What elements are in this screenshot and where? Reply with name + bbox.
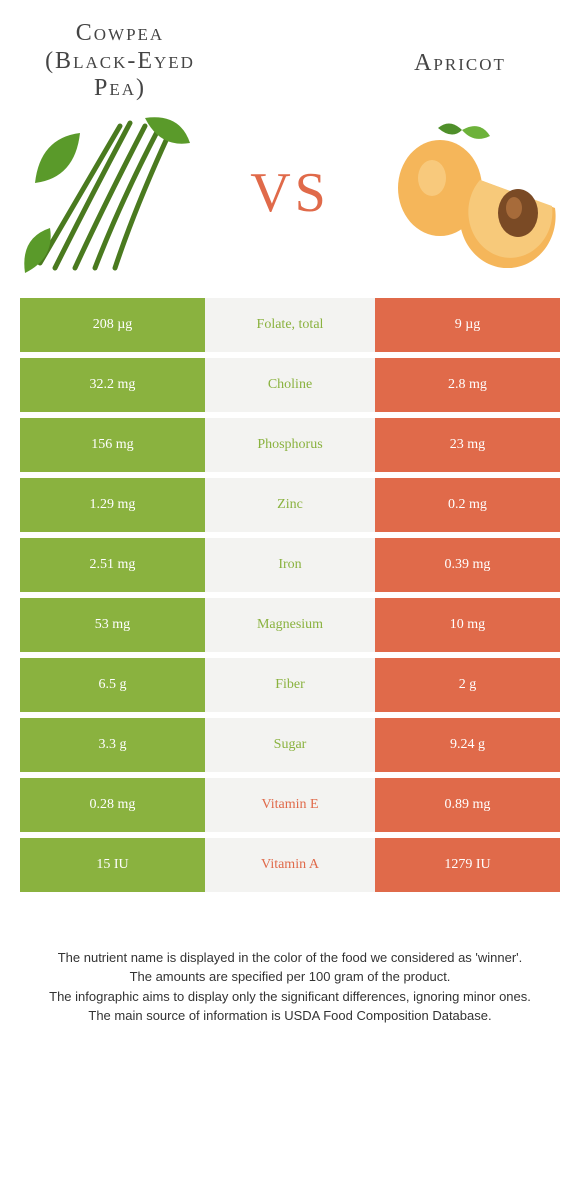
left-food-title: Cowpea (Black-Eyed Pea) [30, 20, 210, 103]
nutrient-name-cell: Iron [205, 538, 375, 592]
nutrient-name-cell: Zinc [205, 478, 375, 532]
nutrient-row: 32.2 mgCholine2.8 mg [20, 358, 560, 412]
right-value-cell: 0.39 mg [375, 538, 560, 592]
left-value-cell: 53 mg [20, 598, 205, 652]
nutrient-name-cell: Folate, total [205, 298, 375, 352]
left-title-line3: Pea) [94, 75, 146, 101]
apricot-icon [380, 118, 560, 268]
left-value-cell: 15 IU [20, 838, 205, 892]
right-value-cell: 0.89 mg [375, 778, 560, 832]
nutrient-name-cell: Choline [205, 358, 375, 412]
right-value-cell: 10 mg [375, 598, 560, 652]
infographic-root: Cowpea (Black-Eyed Pea) Apricot [0, 0, 580, 1066]
apricot-image [380, 108, 560, 278]
footnote-line-3: The infographic aims to display only the… [30, 987, 550, 1007]
left-value-cell: 208 µg [20, 298, 205, 352]
nutrient-row: 0.28 mgVitamin E0.89 mg [20, 778, 560, 832]
nutrient-table: 208 µgFolate, total9 µg 32.2 mgCholine2.8… [20, 298, 560, 892]
images-row: VS [0, 103, 580, 298]
vs-label: VS [250, 161, 330, 225]
nutrient-row: 2.51 mgIron0.39 mg [20, 538, 560, 592]
left-value-cell: 0.28 mg [20, 778, 205, 832]
nutrient-row: 53 mgMagnesium10 mg [20, 598, 560, 652]
header: Cowpea (Black-Eyed Pea) Apricot [0, 0, 580, 103]
right-food-title: Apricot [370, 20, 550, 78]
left-value-cell: 6.5 g [20, 658, 205, 712]
right-value-cell: 2.8 mg [375, 358, 560, 412]
left-value-cell: 1.29 mg [20, 478, 205, 532]
right-value-cell: 9 µg [375, 298, 560, 352]
footnotes: The nutrient name is displayed in the co… [0, 898, 580, 1066]
right-value-cell: 2 g [375, 658, 560, 712]
right-title-text: Apricot [414, 50, 506, 76]
nutrient-name-cell: Fiber [205, 658, 375, 712]
nutrient-row: 156 mgPhosphorus23 mg [20, 418, 560, 472]
left-title-line2: (Black-Eyed [45, 48, 195, 74]
footnote-line-4: The main source of information is USDA F… [30, 1006, 550, 1026]
cowpea-image [20, 108, 200, 278]
left-value-cell: 32.2 mg [20, 358, 205, 412]
footnote-line-1: The nutrient name is displayed in the co… [30, 948, 550, 968]
nutrient-name-cell: Magnesium [205, 598, 375, 652]
nutrient-name-cell: Sugar [205, 718, 375, 772]
right-value-cell: 23 mg [375, 418, 560, 472]
nutrient-name-cell: Phosphorus [205, 418, 375, 472]
nutrient-name-cell: Vitamin A [205, 838, 375, 892]
right-value-cell: 1279 IU [375, 838, 560, 892]
nutrient-name-cell: Vitamin E [205, 778, 375, 832]
right-value-cell: 0.2 mg [375, 478, 560, 532]
left-title-line1: Cowpea [76, 20, 164, 46]
footnote-line-2: The amounts are specified per 100 gram o… [30, 967, 550, 987]
nutrient-row: 15 IUVitamin A1279 IU [20, 838, 560, 892]
nutrient-row: 1.29 mgZinc0.2 mg [20, 478, 560, 532]
nutrient-row: 208 µgFolate, total9 µg [20, 298, 560, 352]
cowpea-icon [20, 108, 200, 278]
left-value-cell: 2.51 mg [20, 538, 205, 592]
left-value-cell: 156 mg [20, 418, 205, 472]
nutrient-row: 6.5 gFiber2 g [20, 658, 560, 712]
left-value-cell: 3.3 g [20, 718, 205, 772]
right-value-cell: 9.24 g [375, 718, 560, 772]
nutrient-row: 3.3 gSugar9.24 g [20, 718, 560, 772]
